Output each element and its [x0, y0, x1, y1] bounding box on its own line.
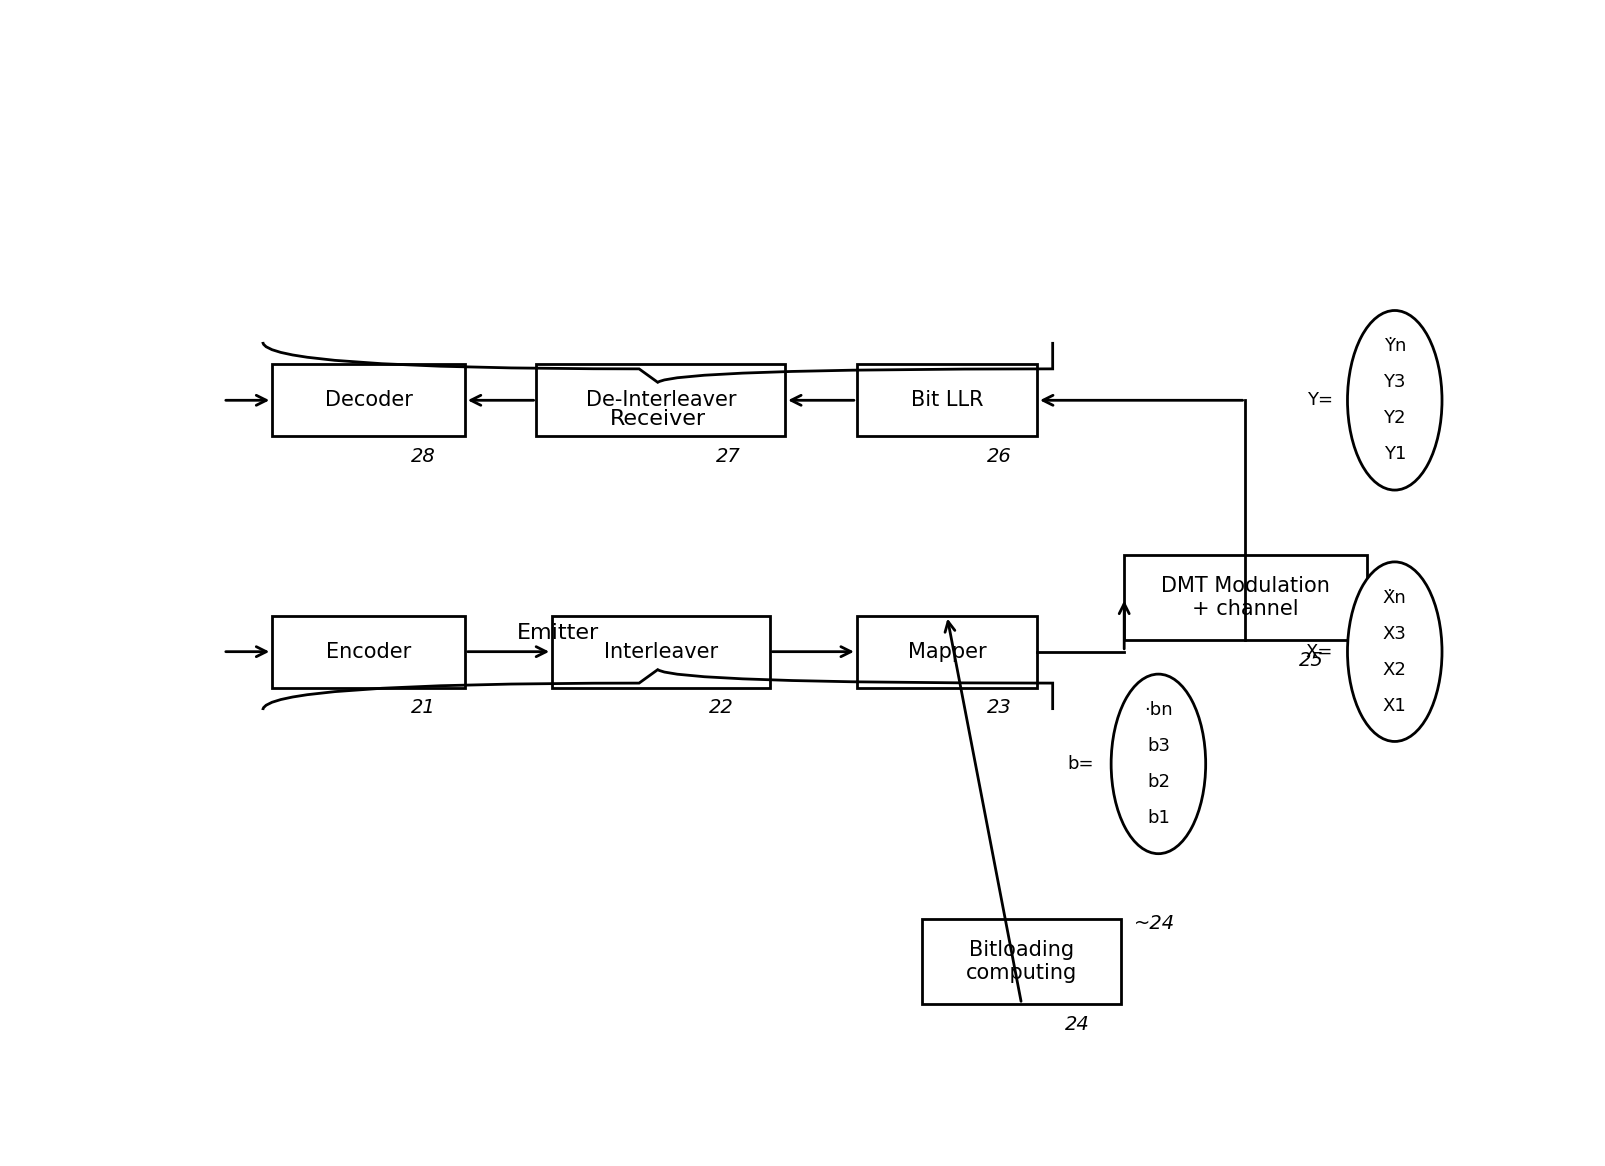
Text: X1: X1 — [1384, 696, 1406, 715]
Text: ·bn: ·bn — [1144, 701, 1173, 719]
Text: Bitloading
computing: Bitloading computing — [966, 940, 1077, 983]
Text: Receiver: Receiver — [610, 409, 706, 429]
Text: 22: 22 — [709, 698, 733, 717]
Text: b=: b= — [1067, 754, 1093, 773]
Text: Y=: Y= — [1306, 392, 1332, 409]
Text: ~24: ~24 — [1133, 914, 1175, 933]
FancyBboxPatch shape — [552, 616, 770, 688]
Text: 28: 28 — [411, 447, 435, 466]
Text: 24: 24 — [1066, 1014, 1090, 1034]
Text: X3: X3 — [1384, 625, 1406, 642]
Ellipse shape — [1111, 674, 1205, 854]
Text: De-Interleaver: De-Interleaver — [586, 391, 737, 410]
Text: Y3: Y3 — [1384, 373, 1406, 392]
FancyBboxPatch shape — [273, 616, 465, 688]
Text: Ẋn: Ẋn — [1384, 589, 1406, 606]
Text: Mapper: Mapper — [908, 641, 985, 661]
Text: Y1: Y1 — [1384, 445, 1406, 463]
Text: Encoder: Encoder — [326, 641, 411, 661]
Text: X2: X2 — [1384, 661, 1406, 679]
Text: X=: X= — [1305, 642, 1332, 661]
Ellipse shape — [1348, 310, 1441, 490]
FancyBboxPatch shape — [857, 365, 1037, 436]
Text: Emitter: Emitter — [517, 623, 599, 642]
Text: b2: b2 — [1148, 773, 1170, 791]
Text: Bit LLR: Bit LLR — [910, 391, 984, 410]
FancyBboxPatch shape — [923, 919, 1122, 1004]
Text: DMT Modulation
+ channel: DMT Modulation + channel — [1160, 576, 1331, 619]
Text: b3: b3 — [1148, 737, 1170, 754]
FancyBboxPatch shape — [1124, 555, 1367, 640]
FancyBboxPatch shape — [536, 365, 785, 436]
Text: Ẏn: Ẏn — [1384, 337, 1406, 356]
Text: 25: 25 — [1298, 652, 1324, 670]
Text: 26: 26 — [987, 447, 1011, 466]
Text: b1: b1 — [1148, 809, 1170, 827]
Text: 21: 21 — [411, 698, 435, 717]
Text: 23: 23 — [987, 698, 1011, 717]
Text: Interleaver: Interleaver — [603, 641, 717, 661]
Text: 27: 27 — [716, 447, 740, 466]
Ellipse shape — [1348, 562, 1441, 742]
Text: Y2: Y2 — [1384, 409, 1406, 427]
FancyBboxPatch shape — [857, 616, 1037, 688]
FancyBboxPatch shape — [273, 365, 465, 436]
Text: Decoder: Decoder — [324, 391, 412, 410]
